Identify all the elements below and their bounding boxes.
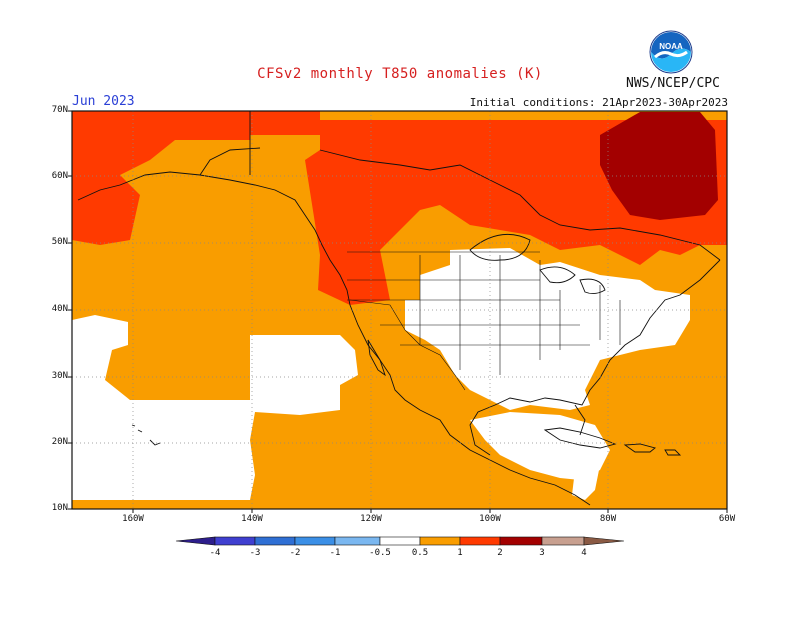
lon-label-160w: 160W [122,514,144,524]
lon-label-140w: 140W [241,514,263,524]
lat-label-20n: 20N [51,437,68,447]
colorbar-bin [254,536,296,546]
tick-marks [68,110,728,513]
colorbar-bin [459,536,501,546]
colorbar-label: 0.5 [411,548,429,558]
anomaly-darkred-region [600,112,718,220]
colorbar-bin [334,536,381,546]
colorbar-label: -3 [249,548,261,558]
colorbar-arrow-right [583,536,625,546]
colorbar-label: 2 [497,548,503,558]
lon-label-100w: 100W [479,514,501,524]
anomaly-white-regions [72,248,690,500]
colorbar-bin [419,536,461,546]
colorbar-label: 1 [457,548,463,558]
svg-text:NOAA: NOAA [659,42,683,51]
colorbar-label: 3 [539,548,545,558]
colorbar [175,536,625,546]
organization-label: NWS/NCEP/CPC [626,76,720,91]
colorbar-bin [499,536,543,546]
colorbar-label: 4 [581,548,587,558]
colorbar-label: -0.5 [369,548,391,558]
coastlines [77,111,721,506]
colorbar-bin [541,536,585,546]
map-title: CFSv2 monthly T850 anomalies (K) [257,66,543,82]
lat-label-40n: 40N [51,304,68,314]
political-borders [347,251,621,391]
colorbar-label: -1 [329,548,341,558]
valid-month-label: Jun 2023 [72,94,135,109]
lat-label-60n: 60N [51,171,68,181]
colorbar-bin [214,536,256,546]
lon-label-120w: 120W [360,514,382,524]
lon-label-80w: 80W [599,514,617,524]
colorbar-label: -2 [289,548,301,558]
lat-label-30n: 30N [51,371,68,381]
colorbar-bin [294,536,336,546]
lat-label-10n: 10N [51,503,68,513]
lat-label-50n: 50N [51,237,68,247]
colorbar-bin [379,536,421,546]
initial-conditions-label: Initial conditions: 21Apr2023-30Apr2023 [469,96,728,109]
colorbar-label: -4 [209,548,221,558]
lon-label-60w: 60W [718,514,736,524]
colorbar-arrow-left [175,536,216,546]
lat-label-70n: 70N [51,105,68,115]
noaa-logo: NOAA [649,30,693,74]
